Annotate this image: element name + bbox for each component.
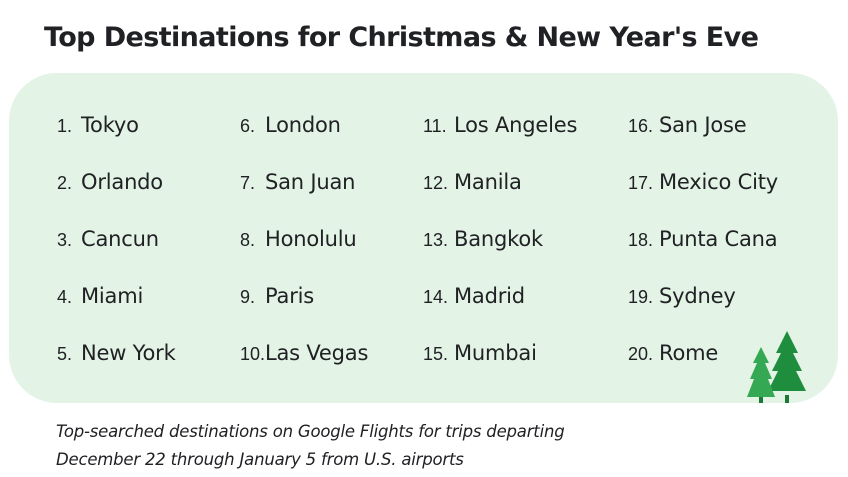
caption-line-1: Top-searched destinations on Google Flig… xyxy=(56,422,565,441)
list-item: 1. Tokyo xyxy=(57,113,139,153)
list-item: 5. New York xyxy=(57,341,176,381)
list-item: 15. Mumbai xyxy=(423,341,537,381)
list-item: 3. Cancun xyxy=(57,227,159,267)
list-item: 9. Paris xyxy=(240,284,314,324)
list-item: 20. Rome xyxy=(628,341,718,381)
short-tree-icon xyxy=(747,347,775,403)
list-item: 14. Madrid xyxy=(423,284,525,324)
list-item: 16. San Jose xyxy=(628,113,747,153)
rank-number: 7. xyxy=(240,173,256,193)
rank-number: 19. xyxy=(628,287,654,307)
list-item: 12. Manila xyxy=(423,170,522,210)
city-name: Cancun xyxy=(81,227,159,251)
city-name: Las Vegas xyxy=(265,341,369,365)
city-name: New York xyxy=(81,341,176,365)
city-name: Orlando xyxy=(81,170,163,194)
destinations-panel: 1. Tokyo 2. Orlando 3. Cancun 4. Miami 5… xyxy=(9,73,838,403)
list-item: 11. Los Angeles xyxy=(423,113,577,153)
city-name: Mumbai xyxy=(454,341,537,365)
list-item: 2. Orlando xyxy=(57,170,163,210)
rank-number: 5. xyxy=(57,344,73,364)
caption-line-2: December 22 through January 5 from U.S. … xyxy=(56,450,464,469)
page-title: Top Destinations for Christmas & New Yea… xyxy=(44,22,759,53)
city-name: Manila xyxy=(454,170,522,194)
list-item: 10. Las Vegas xyxy=(240,341,368,381)
city-name: San Jose xyxy=(659,113,747,137)
list-item: 17. Mexico City xyxy=(628,170,778,210)
rank-number: 13. xyxy=(423,230,449,250)
city-name: Los Angeles xyxy=(454,113,578,137)
rank-number: 15. xyxy=(423,344,449,364)
list-item: 18. Punta Cana xyxy=(628,227,778,267)
rank-number: 10. xyxy=(240,344,266,364)
rank-number: 18. xyxy=(628,230,654,250)
rank-number: 3. xyxy=(57,230,73,250)
rank-number: 8. xyxy=(240,230,256,250)
city-name: Sydney xyxy=(659,284,736,308)
list-item: 4. Miami xyxy=(57,284,143,324)
rank-number: 6. xyxy=(240,116,256,136)
city-name: Tokyo xyxy=(81,113,139,137)
city-name: Honolulu xyxy=(265,227,357,251)
city-name: Mexico City xyxy=(659,170,778,194)
rank-number: 11. xyxy=(423,116,447,136)
city-name: San Juan xyxy=(265,170,356,194)
rank-number: 12. xyxy=(423,173,449,193)
rank-number: 16. xyxy=(628,116,654,136)
rank-number: 9. xyxy=(240,287,256,307)
rank-number: 2. xyxy=(57,173,73,193)
city-name: Paris xyxy=(265,284,314,308)
city-name: London xyxy=(265,113,341,137)
list-item: 8. Honolulu xyxy=(240,227,357,267)
list-item: 6. London xyxy=(240,113,341,153)
rank-number: 17. xyxy=(628,173,654,193)
list-item: 7. San Juan xyxy=(240,170,355,210)
city-name: Rome xyxy=(659,341,719,365)
caption: Top-searched destinations on Google Flig… xyxy=(56,418,565,474)
city-name: Bangkok xyxy=(454,227,543,251)
list-item: 13. Bangkok xyxy=(423,227,543,267)
rank-number: 1. xyxy=(57,116,73,136)
city-name: Madrid xyxy=(454,284,525,308)
rank-number: 4. xyxy=(57,287,73,307)
list-item: 19. Sydney xyxy=(628,284,736,324)
christmas-trees-icon xyxy=(747,331,806,403)
city-name: Miami xyxy=(81,284,144,308)
city-name: Punta Cana xyxy=(659,227,778,251)
tall-tree-icon xyxy=(768,331,806,403)
rank-number: 14. xyxy=(423,287,449,307)
rank-number: 20. xyxy=(628,344,654,364)
